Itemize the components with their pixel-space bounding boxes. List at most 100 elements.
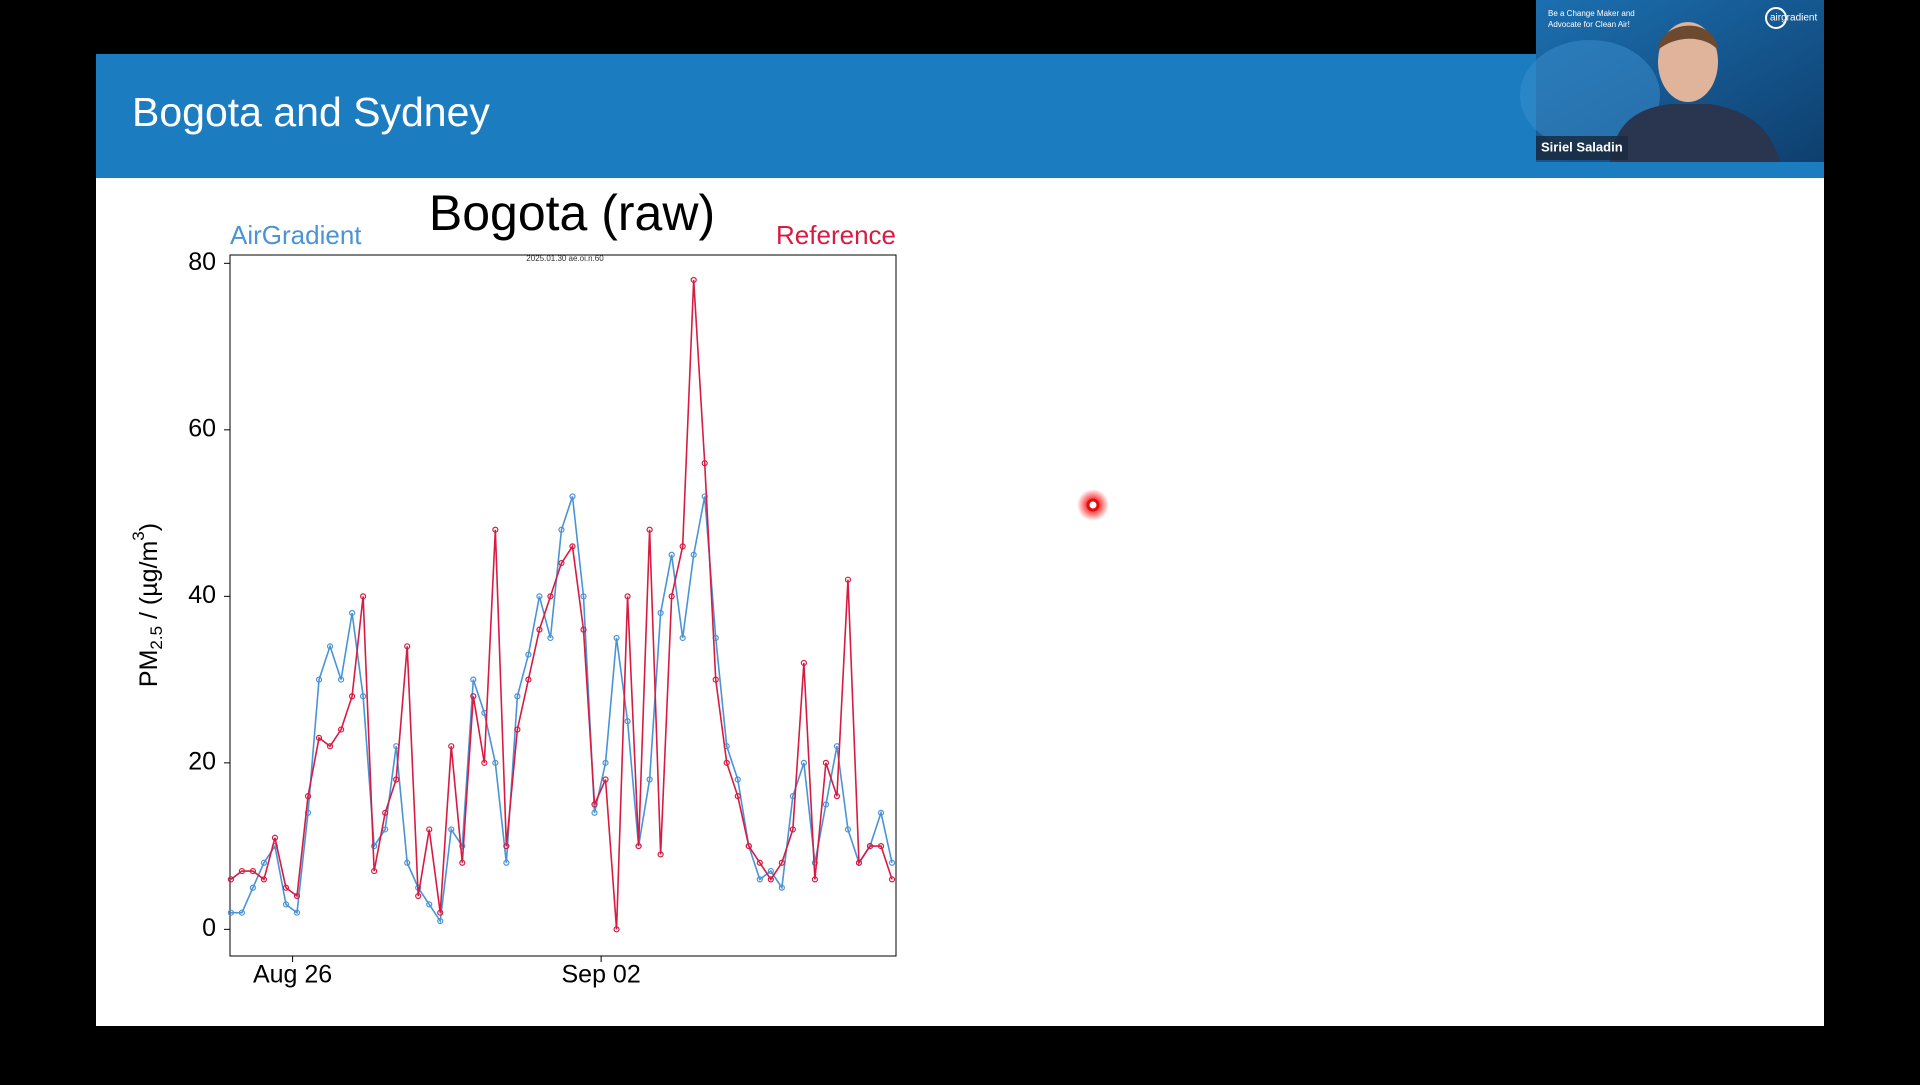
data-point (657, 609, 664, 617)
series-line (230, 496, 893, 924)
watermark: 2025.01.30 ae.oi.n.60 (526, 254, 604, 263)
data-point (690, 276, 697, 284)
y-label-part: PM (135, 650, 163, 688)
data-point (657, 851, 664, 858)
data-point (382, 809, 389, 816)
data-point (855, 859, 863, 866)
data-point (789, 826, 796, 833)
chart-title: Bogota (raw) (429, 185, 715, 241)
data-point (701, 460, 708, 467)
data-point (525, 651, 532, 658)
y-tick-label: 20 (188, 747, 216, 775)
data-point (404, 859, 411, 866)
data-point (260, 876, 268, 883)
y-label-part: / (µg/m (135, 541, 163, 626)
data-point (249, 867, 257, 875)
data-point (459, 859, 466, 866)
data-point (238, 909, 246, 916)
data-point (326, 743, 334, 750)
data-point (580, 593, 587, 600)
data-point (580, 626, 587, 633)
data-point (448, 826, 455, 833)
data-point (503, 859, 510, 866)
data-point (668, 593, 675, 600)
y-tick-label: 0 (202, 914, 216, 942)
data-point (679, 634, 686, 642)
data-point (877, 843, 885, 850)
data-point (558, 526, 565, 533)
y-tick-label: 40 (188, 581, 216, 609)
data-point (613, 634, 620, 642)
data-point (668, 551, 675, 558)
data-point (404, 643, 411, 650)
data-point (811, 876, 818, 883)
data-point (690, 551, 697, 558)
data-point (315, 676, 323, 683)
data-point (800, 759, 807, 766)
data-point (822, 759, 830, 766)
y-tick-label: 60 (188, 414, 216, 442)
person-body (1610, 104, 1780, 162)
data-point (503, 843, 510, 850)
plot-area (229, 254, 897, 957)
data-point (238, 867, 246, 875)
data-point (293, 892, 301, 900)
data-point (877, 809, 885, 816)
data-point (833, 793, 841, 800)
data-point (393, 776, 400, 783)
series-line (230, 279, 893, 930)
data-point (282, 884, 290, 891)
data-point (536, 626, 543, 633)
data-point (293, 909, 301, 916)
data-point (800, 659, 807, 667)
globe (1520, 40, 1660, 150)
data-point (492, 759, 499, 766)
data-point (304, 793, 312, 800)
data-point (888, 859, 896, 866)
data-point (591, 809, 598, 816)
laser-pointer (1086, 498, 1100, 512)
data-point (282, 901, 290, 908)
logo: airgradient (1770, 13, 1817, 24)
data-point (360, 593, 367, 600)
data-point (536, 593, 543, 600)
data-point (624, 718, 631, 725)
data-point (547, 593, 554, 600)
data-point (426, 901, 433, 908)
data-point (249, 884, 257, 891)
slide (96, 54, 1824, 1026)
data-point (822, 801, 830, 808)
data-point (426, 826, 433, 833)
data-point (315, 734, 323, 741)
data-point (635, 843, 642, 850)
video-caption: Advocate for Clean Air! (1548, 20, 1630, 29)
data-point (459, 843, 466, 850)
data-point (360, 693, 367, 700)
chart: Bogota (raw) 2025.01.30 ae.oi.n.60 PM2.5… (129, 185, 897, 989)
data-point (326, 643, 334, 650)
data-point (348, 693, 356, 700)
legend-entry: Reference (776, 220, 896, 250)
data-point (778, 859, 785, 866)
slide-title: Bogota and Sydney (132, 89, 490, 135)
data-point (271, 834, 279, 841)
data-point (602, 776, 609, 783)
data-point (470, 676, 477, 683)
data-point (337, 676, 345, 683)
data-point (437, 909, 444, 916)
data-point (679, 543, 686, 550)
data-point (591, 801, 598, 808)
data-point (844, 576, 852, 583)
data-point (415, 892, 422, 900)
data-point (734, 793, 741, 800)
data-point (470, 693, 477, 700)
data-point (778, 884, 785, 891)
data-point (756, 859, 763, 866)
data-point (701, 493, 708, 500)
data-point (260, 859, 268, 866)
data-point (371, 867, 378, 875)
data-point (558, 559, 565, 567)
speaker-name: Siriel Saladin (1541, 139, 1623, 154)
